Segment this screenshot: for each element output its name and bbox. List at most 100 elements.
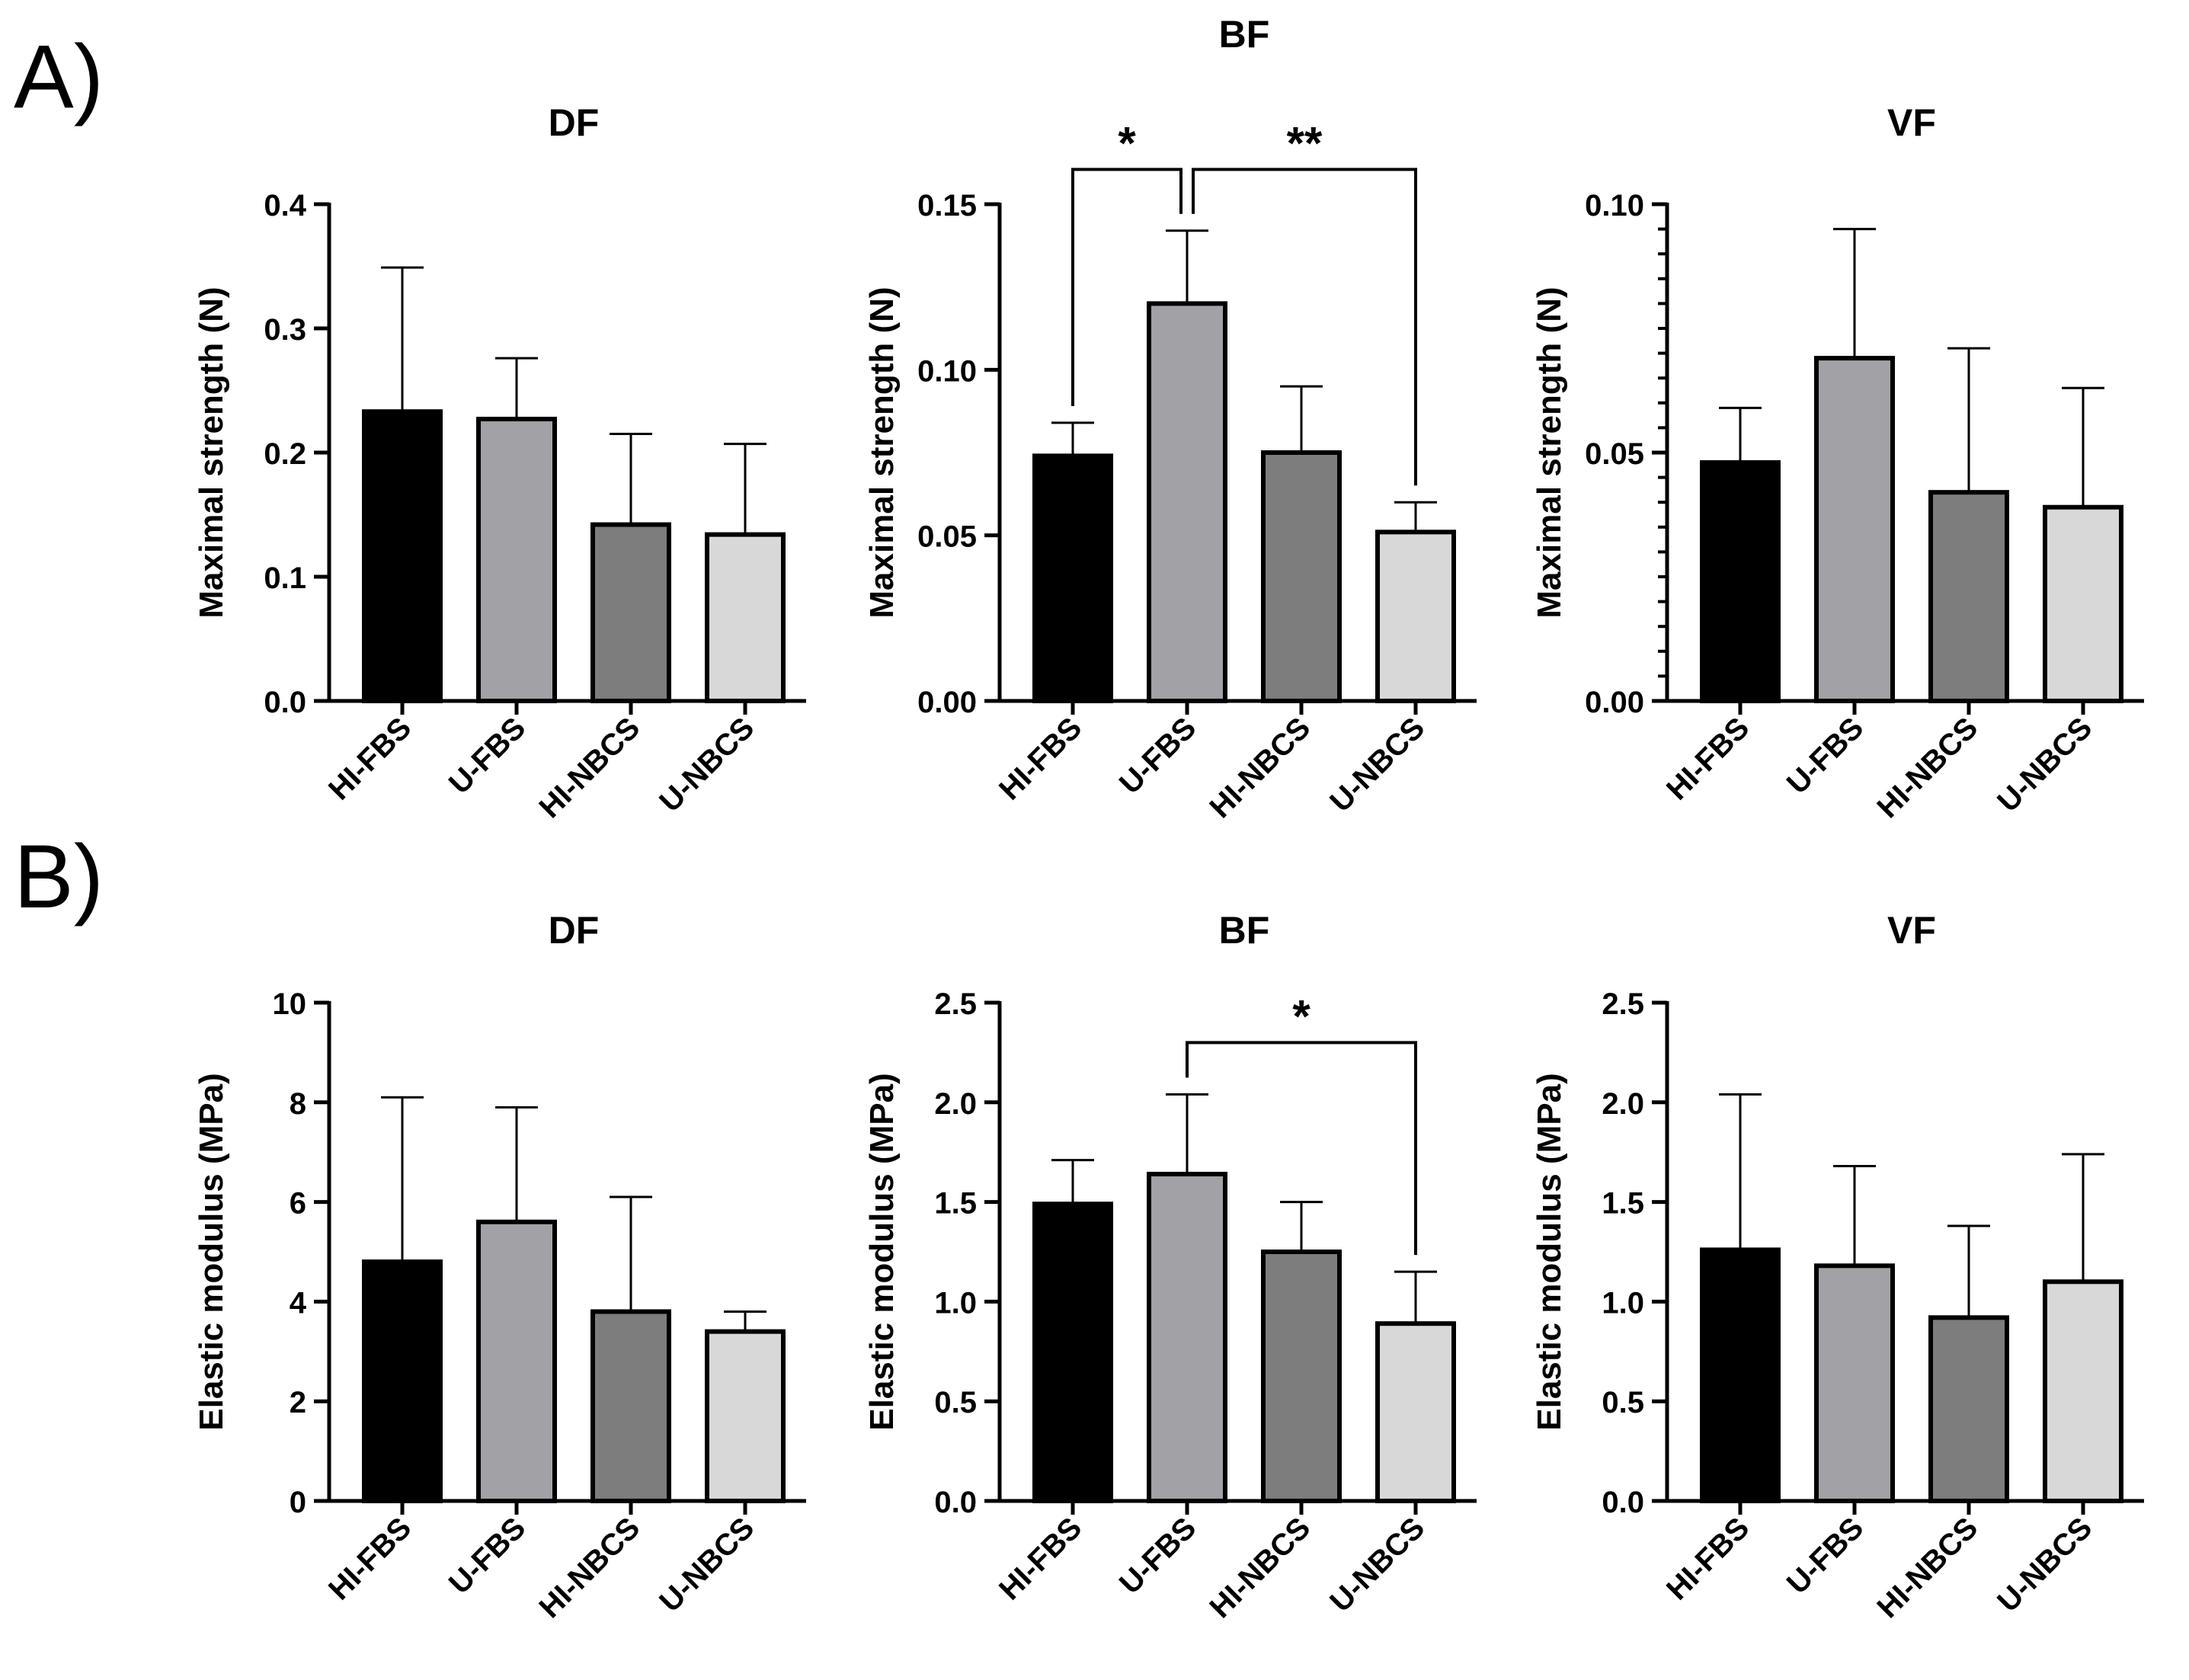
chart-a-bf-ytick-label: 0.00: [917, 686, 977, 719]
chart-a-df-ytick-label: 0.3: [264, 313, 306, 347]
chart-b-vf-bar-u-fbs: [1814, 1263, 1895, 1503]
chart-b-bf-bar-hi-fbs: [1032, 1202, 1113, 1503]
chart-a-vf-ylabel: Maximal strength (N): [1531, 286, 1568, 618]
chart-b-df-ytick-label: 6: [290, 1187, 306, 1221]
chart-a-df-bar-hi-nbcs: [590, 522, 671, 703]
chart-a-vf-bar-hi-nbcs: [1928, 490, 2009, 703]
chart-a-df-xtick-label-hi-fbs: HI-FBS: [322, 711, 418, 806]
chart-a-vf-ytick-label: 0.10: [1585, 189, 1644, 222]
chart-a-vf-xtick-label-hi-fbs: HI-FBS: [1660, 711, 1755, 806]
chart-a-vf-xtick-label-u-fbs: U-FBS: [1781, 711, 1871, 801]
chart-b-vf-ytick-label: 0.0: [1602, 1486, 1644, 1519]
chart-b-vf-xtick-label-hi-nbcs: HI-NBCS: [1871, 1511, 1984, 1624]
chart-b-df-xtick-label-u-nbcs: U-NBCS: [653, 1511, 760, 1618]
chart-a-bf-bar-u-fbs: [1147, 301, 1227, 703]
chart-b-bf-bar-u-nbcs: [1375, 1321, 1456, 1504]
chart-b-df-title: DF: [549, 909, 600, 952]
chart-b-bf-bar-u-fbs: [1147, 1171, 1227, 1503]
chart-b-bf-ytick-label: 1.5: [934, 1187, 977, 1221]
chart-a-df-ytick-label: 0.2: [264, 437, 306, 471]
chart-b-bf-ytick-label: 1.0: [934, 1286, 977, 1320]
chart-a-df-xtick-label-u-nbcs: U-NBCS: [653, 711, 760, 818]
chart-b-vf-title: VF: [1887, 909, 1936, 952]
chart-a-bf-significance-bracket: [1192, 168, 1417, 486]
chart-b-bf-xtick-label-hi-nbcs: HI-NBCS: [1203, 1511, 1317, 1624]
chart-b-vf-xtick-label-u-fbs: U-FBS: [1781, 1511, 1871, 1601]
chart-b-vf-xtick-label-hi-fbs: HI-FBS: [1660, 1511, 1755, 1606]
chart-a-df-bar-u-fbs: [476, 416, 557, 703]
chart-a-df-ytick-label: 0.4: [264, 189, 306, 222]
chart-a-df-xtick-label-hi-nbcs: HI-NBCS: [533, 711, 646, 824]
chart-a-bf-xtick-label-u-fbs: U-FBS: [1113, 711, 1203, 801]
chart-a-df-ytick-label: 0.1: [264, 562, 306, 595]
chart-b-df-ylabel: Elastic modulus (MPa): [193, 1073, 230, 1430]
chart-b-df-ytick-label: 8: [290, 1087, 306, 1121]
chart-b-vf-ytick-label: 2.0: [1602, 1087, 1644, 1121]
chart-a-bf-ytick-label: 0.05: [917, 520, 977, 554]
chart-b-vf-ytick-label: 2.5: [1602, 987, 1644, 1021]
chart-a-bf-bar-hi-nbcs: [1261, 450, 1342, 703]
chart-a-bf-ylabel: Maximal strength (N): [863, 286, 901, 618]
chart-a-bf-title: BF: [1219, 13, 1270, 56]
chart-a-df-title: DF: [549, 101, 600, 144]
chart-a-df-bar-hi-fbs: [362, 409, 443, 704]
chart-b-bf-significance-bracket: [1186, 1041, 1417, 1256]
chart-b-bf-significance-label: *: [1292, 990, 1311, 1042]
chart-b-bf-xtick-label-hi-fbs: HI-FBS: [993, 1511, 1088, 1606]
chart-b-vf-ytick-label: 0.5: [1602, 1386, 1644, 1419]
chart-b-df-ytick-label: 10: [273, 987, 307, 1021]
chart-b-bf-ytick-label: 0.0: [934, 1486, 977, 1519]
chart-a-bf-xtick-label-hi-nbcs: HI-NBCS: [1203, 711, 1317, 824]
chart-a-bf-significance-label: **: [1287, 117, 1323, 168]
panel-a-label: A): [14, 27, 104, 127]
chart-b-vf-ytick-label: 1.5: [1602, 1187, 1644, 1221]
chart-b-vf-ytick-label: 1.0: [1602, 1286, 1644, 1320]
chart-b-bf-title: BF: [1219, 909, 1270, 952]
chart-b-bf-bar-hi-nbcs: [1261, 1250, 1342, 1503]
chart-a-vf-ytick-label: 0.00: [1585, 686, 1644, 719]
chart-b-df-ytick-label: 2: [290, 1386, 306, 1419]
chart-a-bf-ytick-label: 0.15: [917, 189, 977, 222]
chart-b-vf-bar-hi-fbs: [1700, 1247, 1781, 1504]
chart-b-vf-xtick-label-u-nbcs: U-NBCS: [1991, 1511, 2098, 1618]
chart-a-bf-ytick-label: 0.10: [917, 354, 977, 388]
chart-b-df-bar-u-nbcs: [705, 1329, 786, 1504]
chart-b-bf-ytick-label: 2.0: [934, 1087, 977, 1121]
chart-b-bf-ytick-label: 2.5: [934, 987, 977, 1021]
chart-b-bf-xtick-label-u-nbcs: U-NBCS: [1323, 1511, 1431, 1618]
chart-a-vf-xtick-label-u-nbcs: U-NBCS: [1991, 711, 2098, 818]
chart-b-bf-ytick-label: 0.5: [934, 1386, 977, 1419]
chart-b-df-ytick-label: 4: [290, 1286, 307, 1320]
chart-a-bf-bar-hi-fbs: [1032, 453, 1113, 703]
chart-a-vf-xtick-label-hi-nbcs: HI-NBCS: [1871, 711, 1984, 824]
chart-b-df-xtick-label-hi-fbs: HI-FBS: [322, 1511, 418, 1606]
chart-a-df-bar-u-nbcs: [705, 532, 786, 704]
chart-a-vf-bar-u-fbs: [1814, 356, 1895, 703]
chart-a-bf-xtick-label-hi-fbs: HI-FBS: [993, 711, 1088, 806]
chart-a-vf-bar-hi-fbs: [1700, 460, 1781, 703]
chart-b-df-xtick-label-hi-nbcs: HI-NBCS: [533, 1511, 646, 1624]
chart-a-vf-title: VF: [1887, 101, 1936, 144]
chart-a-bf-xtick-label-u-nbcs: U-NBCS: [1323, 711, 1431, 818]
chart-b-df-ytick-label: 0: [290, 1486, 306, 1519]
chart-b-bf-xtick-label-u-fbs: U-FBS: [1113, 1511, 1203, 1601]
chart-b-vf-bar-hi-nbcs: [1928, 1315, 2009, 1503]
chart-b-vf-bar-u-nbcs: [2043, 1279, 2123, 1503]
chart-b-df-bar-u-fbs: [476, 1219, 557, 1503]
chart-b-vf-ylabel: Elastic modulus (MPa): [1531, 1073, 1568, 1430]
chart-a-df-ylabel: Maximal strength (N): [193, 286, 230, 618]
chart-a-bf-significance-bracket: [1071, 168, 1183, 406]
chart-a-df-ytick-label: 0.0: [264, 686, 306, 719]
chart-b-bf-ylabel: Elastic modulus (MPa): [863, 1073, 901, 1430]
chart-b-df-bar-hi-nbcs: [590, 1309, 671, 1503]
chart-b-df-bar-hi-fbs: [362, 1259, 443, 1503]
chart-b-df-xtick-label-u-fbs: U-FBS: [443, 1511, 533, 1601]
chart-a-vf-ytick-label: 0.05: [1585, 437, 1644, 471]
chart-a-bf-bar-u-nbcs: [1375, 530, 1456, 703]
chart-a-df-xtick-label-u-fbs: U-FBS: [443, 711, 533, 801]
panel-b-label: B): [14, 827, 104, 927]
chart-a-bf-significance-label: *: [1118, 117, 1136, 168]
chart-a-vf-bar-u-nbcs: [2043, 504, 2123, 703]
